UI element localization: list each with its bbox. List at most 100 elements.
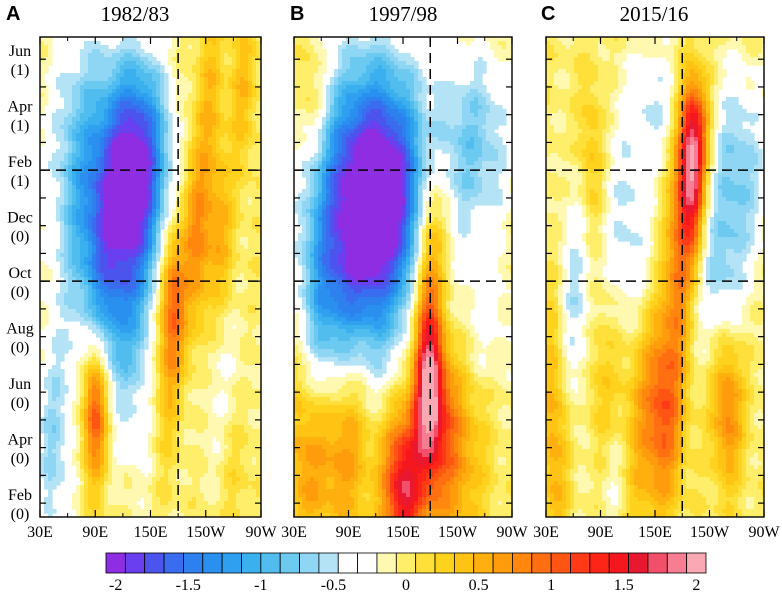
heatmap-cell xyxy=(156,421,161,426)
heatmap-cell xyxy=(72,301,77,306)
heatmap-cell xyxy=(220,385,225,390)
heatmap-cell xyxy=(236,89,241,94)
heatmap-cell xyxy=(208,317,213,322)
heatmap-cell xyxy=(68,181,73,186)
heatmap-cell xyxy=(164,101,169,106)
heatmap-cell xyxy=(176,381,181,386)
heatmap-cell xyxy=(48,273,53,278)
heatmap-cell xyxy=(224,89,229,94)
heatmap-cell xyxy=(44,313,49,318)
heatmap-cell xyxy=(204,65,209,70)
heatmap-cell xyxy=(168,225,173,230)
heatmap-cell xyxy=(180,257,185,262)
heatmap-cell xyxy=(140,109,145,114)
heatmap-cell xyxy=(236,85,241,90)
heatmap-cell xyxy=(60,369,65,374)
heatmap-cell xyxy=(216,129,221,134)
heatmap-cell xyxy=(256,245,261,250)
heatmap-cell xyxy=(164,301,169,306)
heatmap-cell xyxy=(244,333,249,338)
heatmap-cell xyxy=(80,225,85,230)
heatmap-cell xyxy=(184,213,189,218)
heatmap-cell xyxy=(184,57,189,62)
heatmap-cell xyxy=(236,317,241,322)
heatmap-cell xyxy=(248,389,253,394)
heatmap-cell xyxy=(240,353,245,358)
heatmap-cell xyxy=(192,357,197,362)
heatmap-cell xyxy=(240,205,245,210)
heatmap-cell xyxy=(256,373,261,378)
heatmap-cell xyxy=(188,205,193,210)
heatmap-cell xyxy=(244,197,249,202)
heatmap-cell xyxy=(224,429,229,434)
heatmap-cell xyxy=(100,385,105,390)
heatmap-cell xyxy=(148,189,153,194)
heatmap-cell xyxy=(216,53,221,58)
heatmap-cell xyxy=(212,217,217,222)
heatmap-cell xyxy=(252,73,257,78)
heatmap-cell xyxy=(156,389,161,394)
heatmap-cell xyxy=(116,181,121,186)
heatmap-cell xyxy=(140,181,145,186)
heatmap-cell xyxy=(132,225,137,230)
heatmap-cell xyxy=(204,389,209,394)
heatmap-cell xyxy=(48,277,53,282)
heatmap-cell xyxy=(224,157,229,162)
heatmap-cell xyxy=(200,113,205,118)
heatmap-cell xyxy=(80,117,85,122)
heatmap-cell xyxy=(116,405,121,410)
heatmap-cell xyxy=(224,53,229,58)
heatmap-cell xyxy=(88,113,93,118)
heatmap-cell xyxy=(96,109,101,114)
heatmap-cell xyxy=(196,349,201,354)
heatmap-cell xyxy=(104,109,109,114)
heatmap-cell xyxy=(232,253,237,258)
heatmap-cell xyxy=(136,57,141,62)
heatmap-cell xyxy=(180,437,185,442)
heatmap-cell xyxy=(40,53,45,58)
heatmap-cell xyxy=(96,149,101,154)
heatmap-cell xyxy=(152,369,157,374)
heatmap-cell xyxy=(220,433,225,438)
heatmap-cell xyxy=(144,169,149,174)
heatmap-cell xyxy=(164,173,169,178)
heatmap-cell xyxy=(176,253,181,258)
heatmap-cell xyxy=(108,65,113,70)
heatmap-cell xyxy=(48,441,53,446)
heatmap-cell xyxy=(116,65,121,70)
heatmap-cell xyxy=(184,253,189,258)
heatmap-cell xyxy=(128,125,133,130)
heatmap-cell xyxy=(188,109,193,114)
heatmap-cell xyxy=(128,121,133,126)
heatmap-cell xyxy=(72,101,77,106)
heatmap-cell xyxy=(116,321,121,326)
heatmap-cell xyxy=(72,153,77,158)
heatmap-cell xyxy=(88,309,93,314)
heatmap-cell xyxy=(252,269,257,274)
heatmap-cell xyxy=(124,153,129,158)
heatmap-cell xyxy=(104,301,109,306)
heatmap-cell xyxy=(172,281,177,286)
heatmap-cell xyxy=(40,73,45,78)
heatmap-cell xyxy=(68,261,73,266)
heatmap-cell xyxy=(128,333,133,338)
heatmap-cell xyxy=(168,145,173,150)
heatmap-cell xyxy=(212,193,217,198)
heatmap-cell xyxy=(196,257,201,262)
heatmap-cell xyxy=(68,153,73,158)
heatmap-cell xyxy=(236,257,241,262)
heatmap-cell xyxy=(208,65,213,70)
heatmap-cell xyxy=(72,97,77,102)
heatmap-cell xyxy=(76,221,81,226)
heatmap-cell xyxy=(172,313,177,318)
heatmap-cell xyxy=(204,405,209,410)
heatmap-cell xyxy=(220,105,225,110)
heatmap-cell xyxy=(84,137,89,142)
heatmap-cell xyxy=(232,413,237,418)
heatmap-cell xyxy=(164,381,169,386)
heatmap-cell xyxy=(80,361,85,366)
heatmap-cell xyxy=(244,245,249,250)
heatmap-cell xyxy=(252,261,257,266)
heatmap-cell xyxy=(96,377,101,382)
heatmap-cell xyxy=(236,369,241,374)
